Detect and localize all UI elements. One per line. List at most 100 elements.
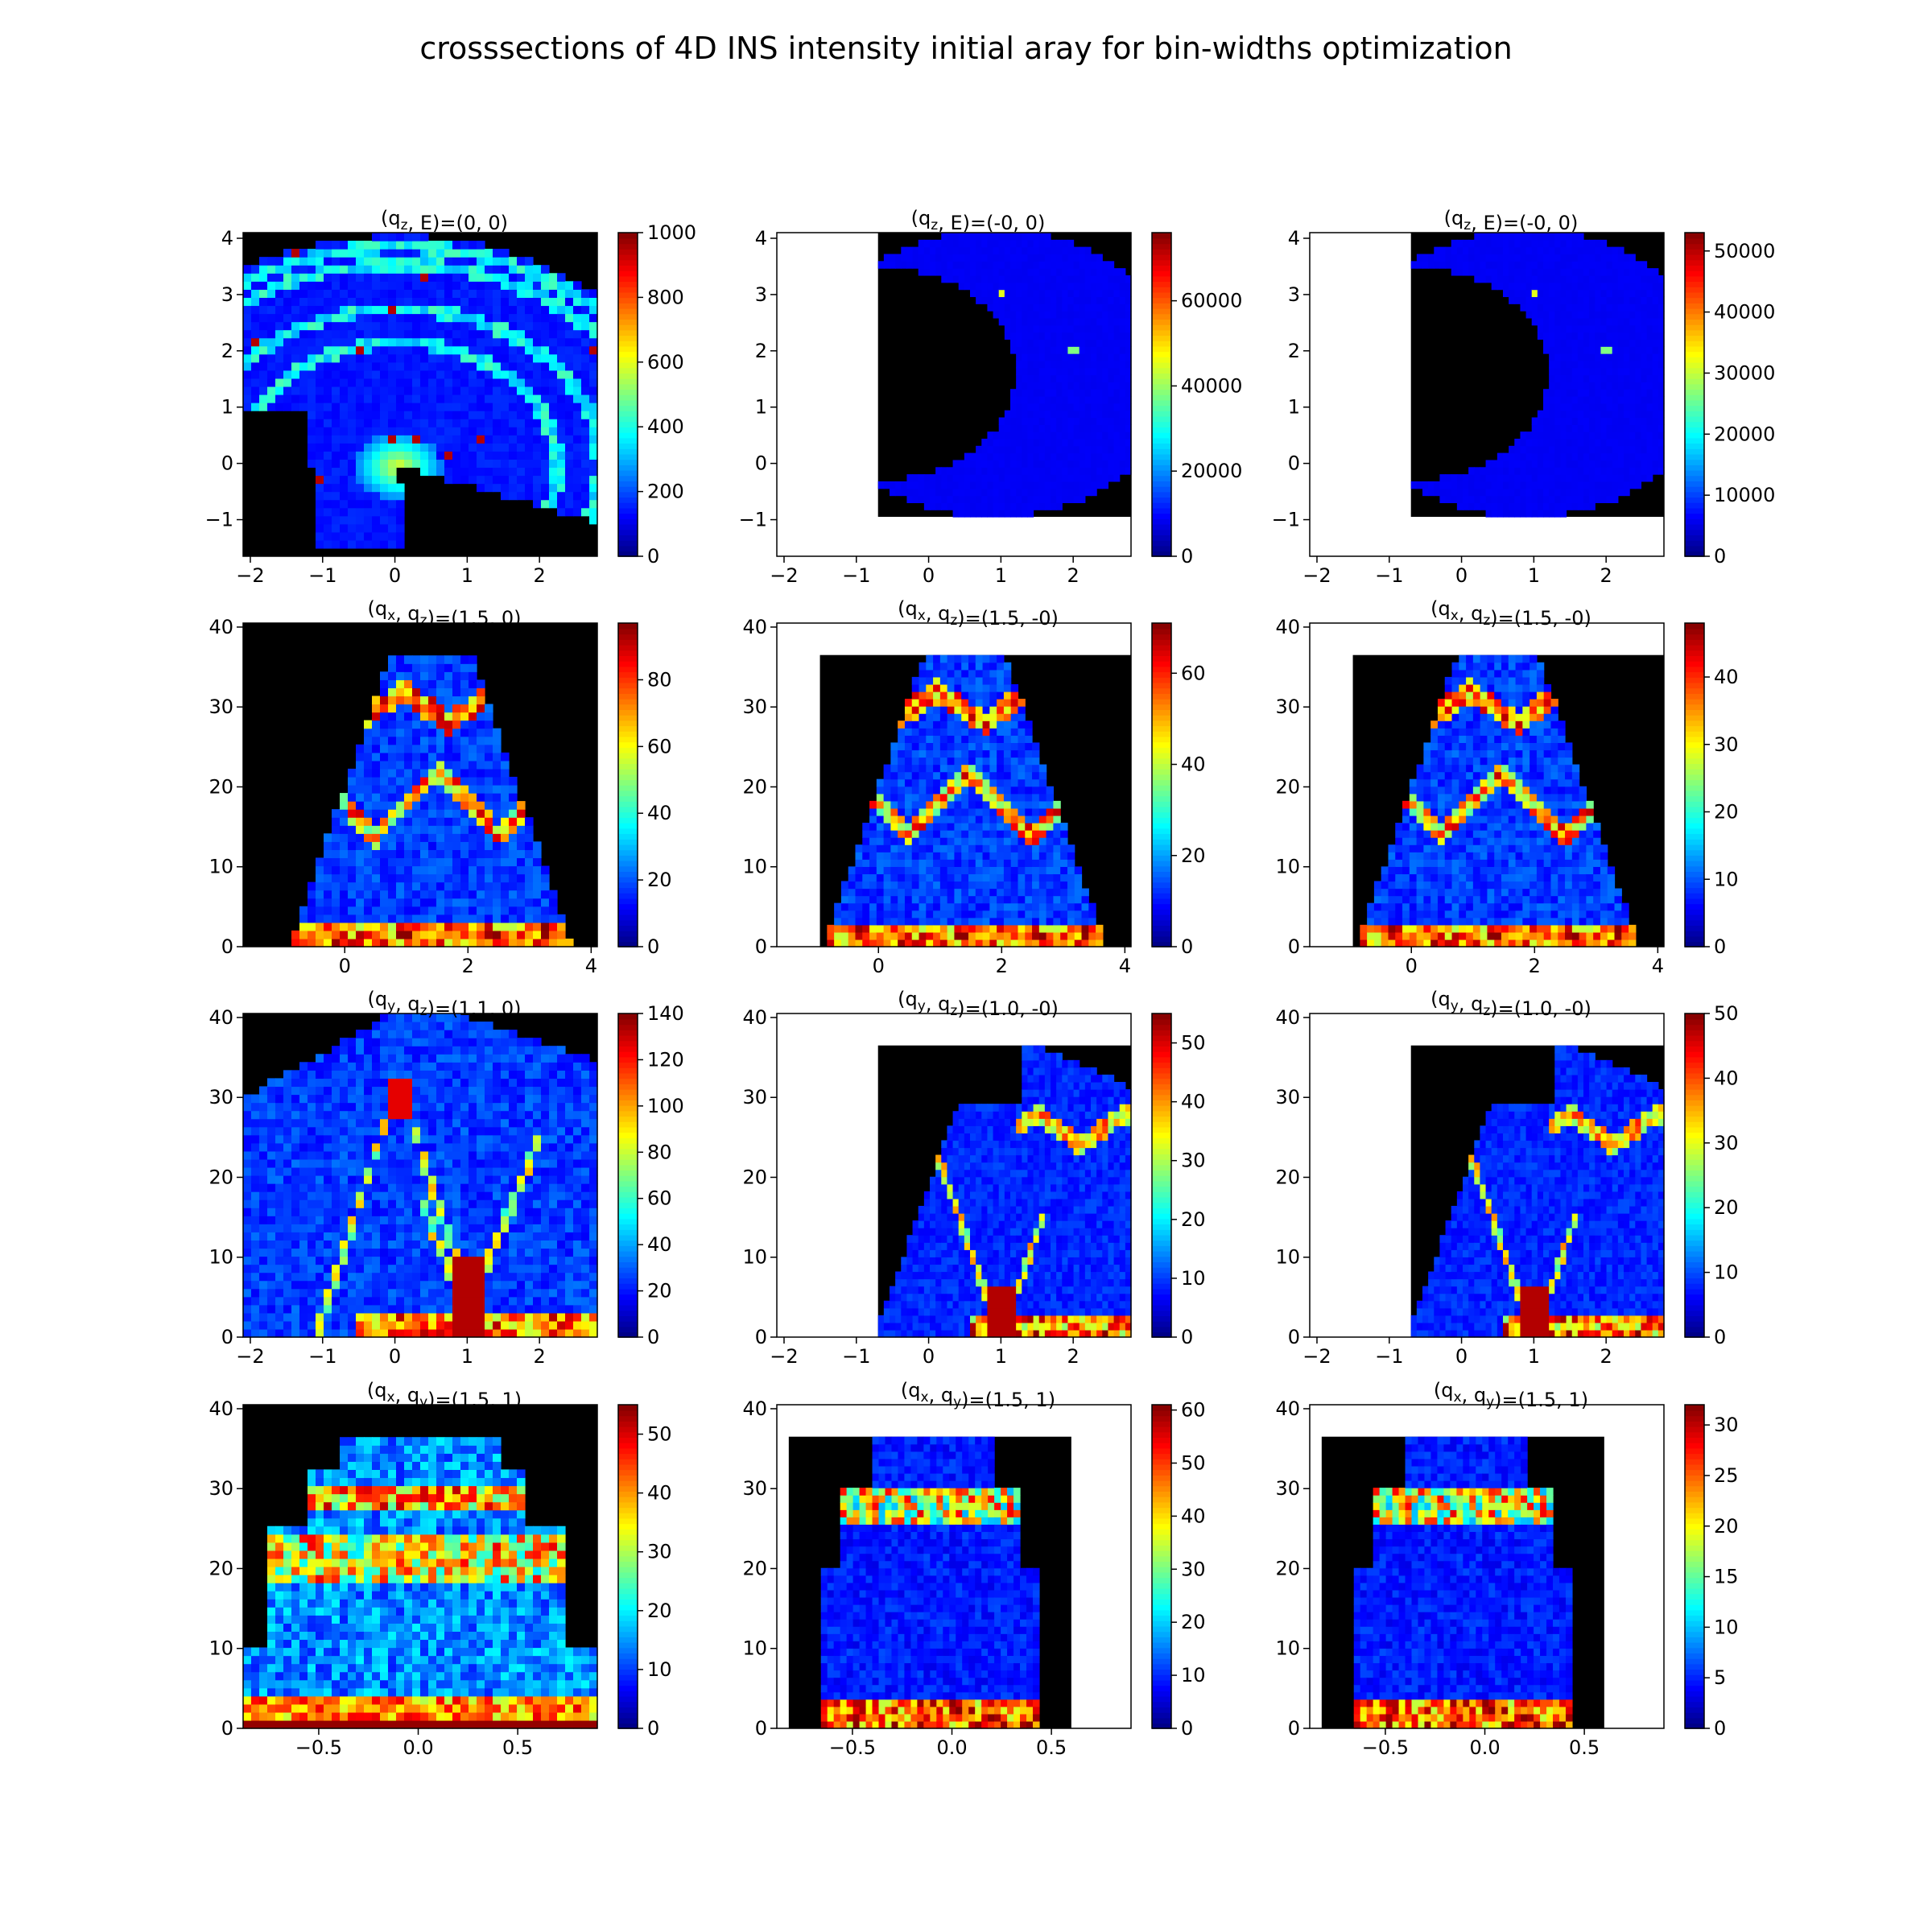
heatmap-cell: [1583, 360, 1590, 369]
heatmap-cell: [1119, 282, 1126, 291]
heatmap-cell: [1051, 431, 1057, 440]
heatmap-cell: [316, 922, 324, 931]
heatmap-cell: [452, 817, 461, 826]
heatmap-cell: [283, 305, 292, 315]
heatmap-cell: [1652, 282, 1659, 291]
heatmap-cell: [855, 902, 863, 911]
heatmap-cell: [372, 752, 381, 762]
heatmap-cell: [581, 361, 590, 371]
heatmap-cell: [493, 443, 502, 452]
heatmap-cell: [493, 394, 502, 403]
heatmap-cell: [855, 895, 863, 904]
heatmap-cell: [1125, 389, 1132, 397]
heatmap-cell: [1096, 339, 1103, 347]
heatmap-cell: [348, 249, 357, 258]
heatmap-cell: [348, 475, 357, 485]
heatmap-cell: [1010, 268, 1017, 276]
heatmap-cell: [1617, 261, 1624, 269]
heatmap-cell: [332, 898, 341, 907]
heatmap-cell: [1503, 261, 1509, 269]
heatmap-cell: [1635, 339, 1642, 347]
heatmap-cell: [911, 830, 920, 838]
heatmap-cell: [1629, 360, 1636, 369]
heatmap-cell: [364, 386, 373, 395]
heatmap-cell: [1629, 353, 1636, 361]
heatmap-cell: [509, 833, 518, 842]
heatmap-cell: [1617, 332, 1624, 340]
heatmap-cell: [444, 402, 453, 411]
heatmap-cell: [981, 296, 989, 304]
heatmap-cell: [1022, 417, 1029, 425]
heatmap-cell: [348, 849, 357, 859]
heatmap-cell: [1635, 360, 1642, 369]
heatmap-cell: [477, 687, 485, 697]
heatmap-cell: [1004, 452, 1011, 461]
heatmap-cell: [1033, 382, 1040, 390]
heatmap-cell: [308, 297, 316, 307]
heatmap-cell: [1010, 417, 1017, 425]
heatmap-cell: [834, 924, 842, 933]
heatmap-cell: [1073, 410, 1080, 419]
heatmap-cell: [428, 801, 437, 810]
heatmap-cell: [1503, 467, 1509, 475]
colorbar-step: [1685, 427, 1704, 433]
heatmap-cell: [890, 873, 898, 882]
heatmap-cell: [918, 481, 925, 489]
heatmap-cell: [1051, 289, 1057, 298]
heatmap-cell: [283, 402, 292, 411]
heatmap-cell: [998, 481, 1005, 489]
heatmap-cell: [444, 752, 453, 762]
heatmap-cell: [436, 736, 445, 745]
heatmap-cell: [420, 257, 429, 266]
heatmap-cell: [1641, 367, 1648, 376]
heatmap-cell: [412, 459, 421, 469]
heatmap-cell: [396, 419, 405, 427]
heatmap-cell: [883, 873, 891, 882]
heatmap-cell: [904, 859, 913, 867]
heatmap-cell: [1084, 289, 1092, 298]
heatmap-cell: [243, 337, 252, 347]
heatmap-cell: [1033, 467, 1040, 475]
heatmap-cell: [1027, 467, 1034, 475]
heatmap-cell: [340, 451, 349, 460]
heatmap-cell: [1571, 396, 1579, 404]
heatmap-cell: [396, 898, 405, 907]
heatmap-cell: [898, 778, 906, 787]
heatmap-cell: [1560, 346, 1567, 354]
heatmap-cell: [436, 378, 445, 387]
heatmap-cell: [1566, 233, 1573, 241]
heatmap-cell: [356, 305, 365, 315]
heatmap-cell: [396, 720, 405, 729]
heatmap-cell: [1451, 268, 1458, 276]
heatmap-cell: [1067, 360, 1075, 369]
heatmap-cell: [1537, 296, 1544, 304]
heatmap-cell: [477, 760, 485, 770]
heatmap-cell: [308, 898, 316, 907]
heatmap-cell: [1509, 261, 1515, 269]
heatmap-cell: [501, 305, 510, 315]
heatmap-cell: [947, 239, 954, 248]
heatmap-cell: [541, 873, 550, 883]
heatmap-cell: [933, 844, 941, 852]
heatmap-cell: [1531, 289, 1538, 298]
heatmap-cell: [388, 531, 397, 541]
colorbar-step: [1685, 453, 1704, 460]
heatmap-cell: [364, 273, 373, 282]
heatmap-cell: [364, 305, 373, 315]
heatmap-cell: [340, 825, 349, 834]
heatmap-cell: [436, 849, 445, 859]
heatmap-cell: [275, 386, 284, 395]
heatmap-cell: [316, 475, 324, 485]
heatmap-cell: [1617, 438, 1624, 447]
heatmap-cell: [1096, 289, 1103, 298]
heatmap-cell: [1641, 445, 1648, 454]
heatmap-cell: [1554, 268, 1562, 276]
heatmap-cell: [356, 785, 365, 794]
heatmap-cell: [1583, 367, 1590, 376]
colorbar-step: [618, 275, 638, 283]
heatmap-cell: [1589, 410, 1596, 419]
heatmap-cell: [541, 273, 550, 282]
heatmap-cell: [1566, 332, 1573, 340]
heatmap-cell: [396, 531, 405, 541]
heatmap-cell: [380, 687, 389, 697]
